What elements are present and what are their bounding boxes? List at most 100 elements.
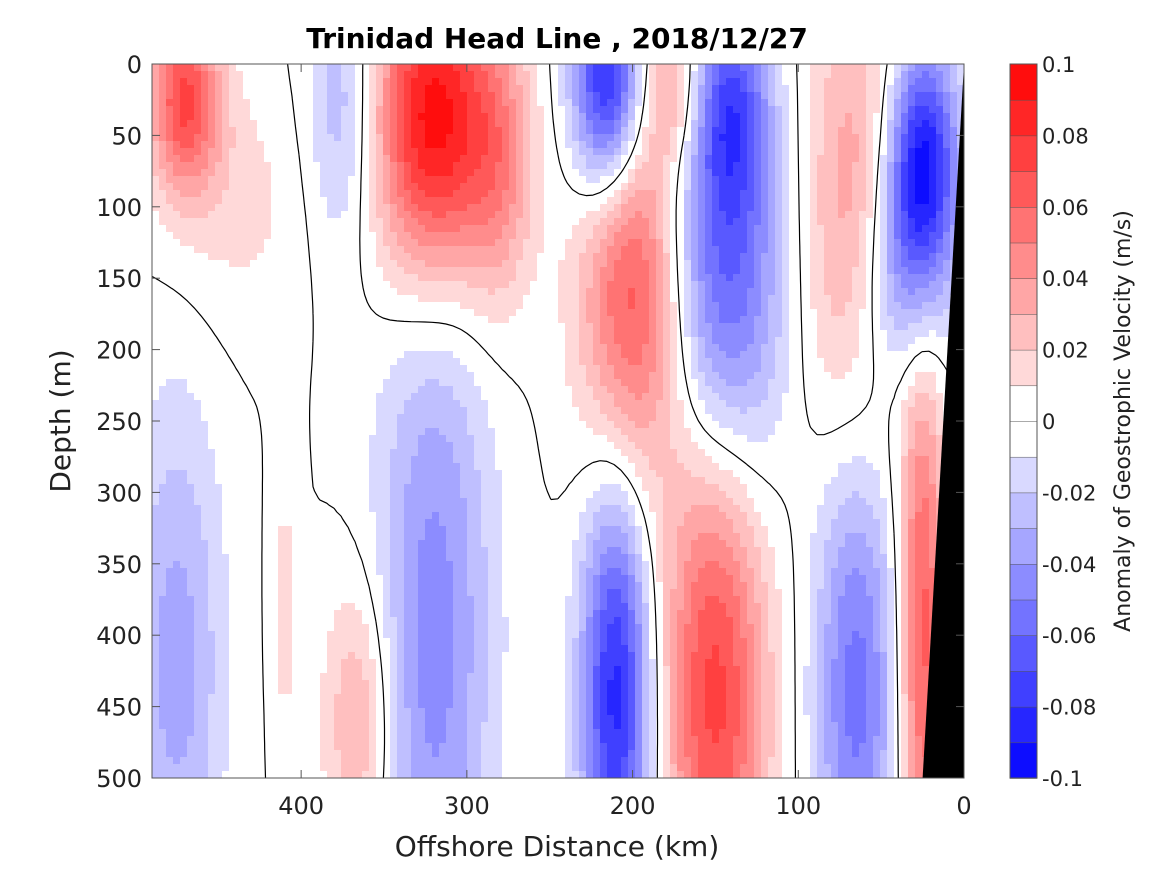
field-cell	[908, 288, 916, 296]
field-cell	[159, 106, 167, 114]
field-cell	[782, 183, 790, 191]
field-cell	[453, 162, 461, 170]
field-cell	[740, 260, 748, 268]
field-cell	[747, 155, 755, 163]
field-cell	[754, 337, 762, 345]
field-cell	[950, 92, 958, 100]
field-cell	[334, 239, 342, 247]
field-cell	[502, 295, 510, 303]
field-cell	[439, 176, 447, 184]
field-cell	[432, 169, 440, 177]
field-cell	[593, 162, 601, 170]
field-cell	[670, 106, 678, 114]
field-cell	[425, 232, 433, 240]
field-cell	[341, 358, 349, 366]
field-cell	[215, 148, 223, 156]
field-cell	[460, 323, 468, 331]
field-cell	[838, 225, 846, 233]
field-cell	[292, 92, 300, 100]
field-cell	[782, 134, 790, 142]
field-cell	[278, 225, 286, 233]
field-cell	[838, 162, 846, 170]
field-cell	[411, 197, 419, 205]
field-cell	[425, 113, 433, 121]
field-cell	[614, 274, 622, 282]
field-cell	[348, 337, 356, 345]
field-cell	[908, 71, 916, 79]
field-cell	[474, 225, 482, 233]
field-cell	[929, 330, 937, 338]
field-cell	[705, 141, 713, 149]
field-cell	[187, 365, 195, 373]
field-cell	[278, 323, 286, 331]
field-cell	[824, 120, 832, 128]
field-cell	[908, 176, 916, 184]
field-cell	[537, 288, 545, 296]
field-cell	[488, 358, 496, 366]
field-cell	[509, 218, 517, 226]
field-cell	[271, 204, 279, 212]
field-cell	[845, 260, 853, 268]
field-cell	[460, 176, 468, 184]
field-cell	[411, 281, 419, 289]
field-cell	[607, 183, 615, 191]
field-cell	[502, 176, 510, 184]
field-cell	[796, 323, 804, 331]
field-cell	[467, 211, 475, 219]
field-cell	[201, 330, 209, 338]
field-cell	[719, 106, 727, 114]
field-cell	[936, 141, 944, 149]
field-cell	[558, 211, 566, 219]
field-cell	[390, 281, 398, 289]
field-cell	[390, 106, 398, 114]
field-cell	[754, 302, 762, 310]
field-cell	[642, 183, 650, 191]
field-cell	[362, 71, 370, 79]
field-cell	[187, 190, 195, 198]
field-cell	[495, 260, 503, 268]
field-cell	[635, 218, 643, 226]
field-cell	[201, 190, 209, 198]
field-cell	[173, 85, 181, 93]
field-cell	[859, 211, 867, 219]
field-cell	[705, 316, 713, 324]
field-cell	[656, 211, 664, 219]
field-cell	[831, 281, 839, 289]
field-cell	[726, 148, 734, 156]
field-cell	[229, 78, 237, 86]
field-cell	[768, 85, 776, 93]
field-cell	[761, 176, 769, 184]
field-cell	[817, 106, 825, 114]
field-cell	[306, 113, 314, 121]
field-cell	[796, 134, 804, 142]
field-cell	[677, 351, 685, 359]
field-cell	[950, 64, 958, 72]
field-cell	[194, 148, 202, 156]
field-cell	[376, 99, 384, 107]
field-cell	[649, 274, 657, 282]
field-cell	[271, 197, 279, 205]
field-cell	[691, 323, 699, 331]
field-cell	[432, 260, 440, 268]
field-cell	[257, 99, 265, 107]
field-cell	[327, 113, 335, 121]
field-cell	[439, 232, 447, 240]
field-cell	[488, 281, 496, 289]
field-cell	[901, 148, 909, 156]
field-cell	[943, 183, 951, 191]
field-cell	[614, 239, 622, 247]
field-cell	[292, 323, 300, 331]
field-cell	[488, 85, 496, 93]
field-cell	[838, 176, 846, 184]
field-cell	[635, 246, 643, 254]
field-cell	[600, 253, 608, 261]
field-cell	[467, 260, 475, 268]
field-cell	[250, 113, 258, 121]
field-cell	[628, 71, 636, 79]
field-cell	[908, 274, 916, 282]
field-cell	[320, 197, 328, 205]
field-cell	[166, 78, 174, 86]
field-cell	[915, 281, 923, 289]
field-cell	[726, 323, 734, 331]
field-cell	[782, 323, 790, 331]
